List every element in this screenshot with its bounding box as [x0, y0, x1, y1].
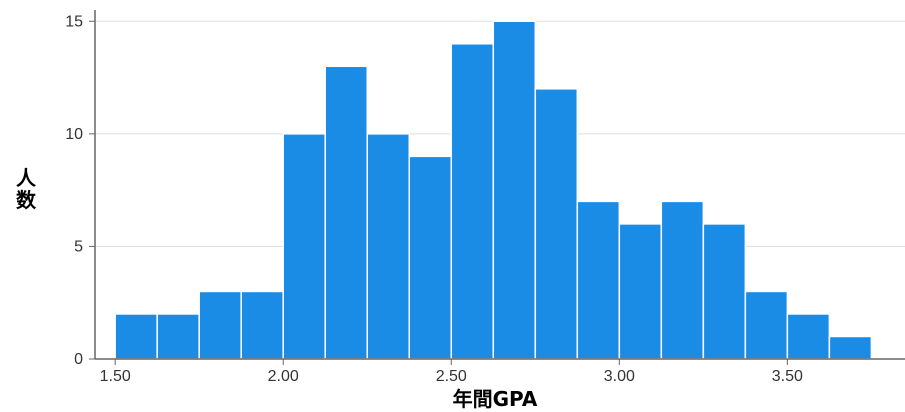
histogram-bar [534, 88, 579, 360]
histogram-bar [450, 43, 495, 360]
x-tick-label: 1.50 [100, 368, 131, 385]
histogram-bar [282, 133, 326, 360]
y-axis-title-char: 人 [16, 166, 37, 190]
histogram-bar [114, 313, 158, 360]
x-tick-label: 2.00 [268, 368, 299, 385]
histogram-bar [408, 155, 453, 360]
histogram-bar [660, 200, 705, 360]
x-tick-label: 3.50 [772, 368, 803, 385]
y-tick-labels: 0 5 10 15 [65, 13, 95, 368]
histogram-bar [324, 65, 368, 360]
histogram-bar [492, 20, 537, 360]
y-axis-title-char: 数 [16, 188, 37, 212]
y-tick-label: 0 [74, 351, 83, 368]
x-tick-label: 2.50 [436, 368, 467, 385]
histogram-bar [576, 200, 621, 360]
y-axis-title: 人数 [16, 166, 37, 212]
axes [94, 10, 905, 360]
histogram-bar [828, 335, 873, 360]
x-tick-label: 3.00 [604, 368, 635, 385]
histogram-bar [366, 133, 411, 360]
y-tick-label: 15 [65, 13, 83, 30]
histogram-bar [618, 223, 663, 360]
x-axis-title: 年間GPA [453, 387, 538, 411]
histogram-bar [702, 223, 747, 360]
histogram-bar [744, 290, 789, 360]
histogram-bar [240, 290, 284, 360]
y-tick-label: 10 [65, 126, 83, 143]
x-tick-labels: 1.50 2.00 2.50 3.00 3.50 [100, 359, 803, 385]
histogram-bar [786, 313, 831, 360]
histogram-bars [114, 20, 873, 360]
histogram-bar [198, 290, 242, 360]
histogram-bar [156, 313, 200, 360]
y-tick-label: 5 [74, 238, 83, 255]
